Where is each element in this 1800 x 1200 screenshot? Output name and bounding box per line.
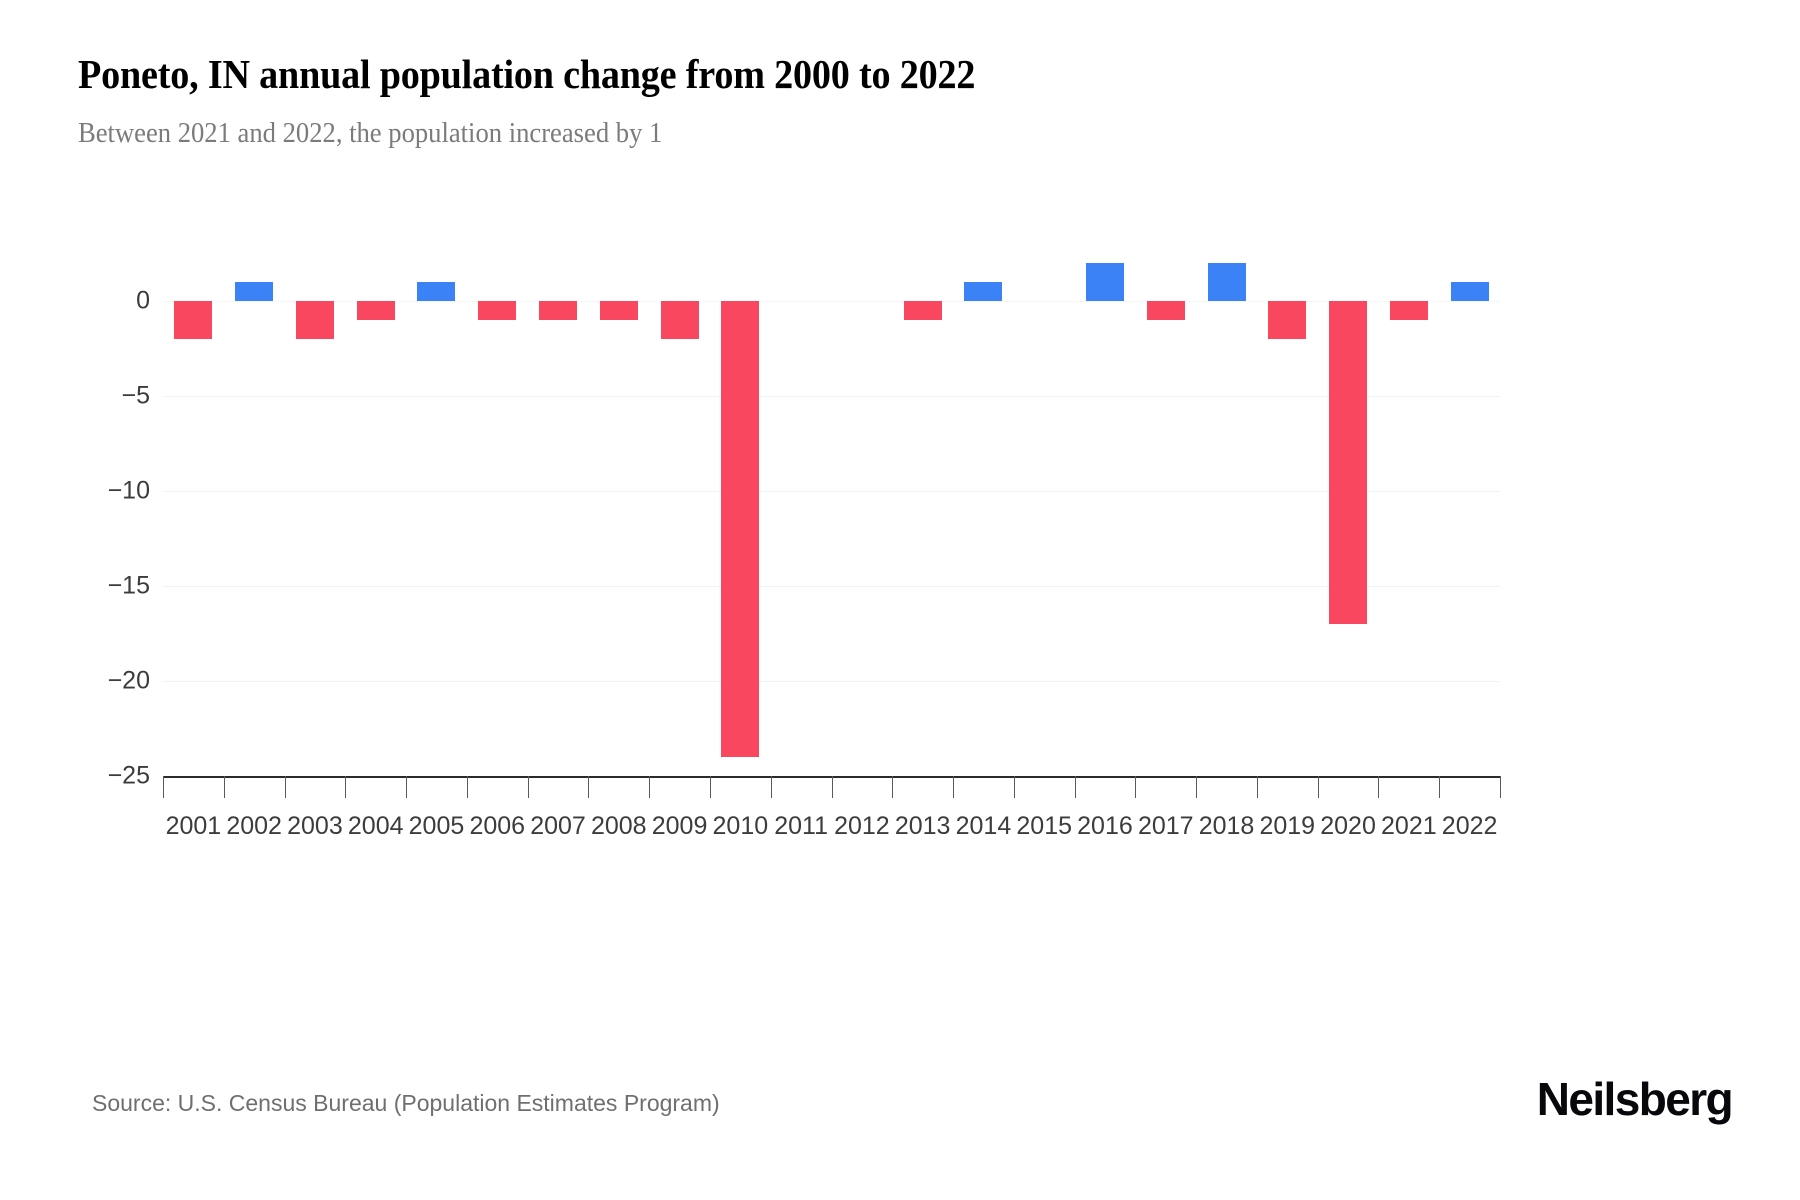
x-axis-tick [892, 776, 894, 798]
y-axis-tick-label: −5 [121, 381, 150, 410]
x-axis-tick [1317, 776, 1319, 798]
bar-2022[interactable] [1450, 282, 1489, 301]
bar-series [163, 0, 1500, 1200]
bar-2019[interactable] [1268, 301, 1307, 339]
x-axis-tick-label: 2013 [894, 812, 951, 840]
x-axis-tick [1196, 776, 1198, 798]
bar-2007[interactable] [539, 301, 578, 320]
x-axis-tick-label: 2017 [1137, 812, 1194, 840]
x-axis-tick [284, 776, 286, 798]
bar-2003[interactable] [295, 301, 334, 339]
source-note: Source: U.S. Census Bureau (Population E… [92, 1090, 720, 1116]
bar-2021[interactable] [1389, 301, 1428, 320]
x-axis-tick-label: 2003 [287, 812, 343, 840]
x-axis-tick [1500, 776, 1501, 798]
bar-2014[interactable] [964, 282, 1003, 301]
y-axis-tick-label: −20 [107, 666, 150, 695]
bar-2013[interactable] [903, 301, 942, 320]
gridline [163, 681, 1500, 682]
x-axis-tick-label: 2005 [408, 812, 465, 840]
x-axis-tick-label: 2009 [651, 812, 708, 840]
y-axis-tick-label: 0 [136, 286, 150, 315]
x-axis-tick [1378, 776, 1380, 798]
bar-2017[interactable] [1146, 301, 1185, 320]
x-axis-tick [406, 776, 408, 798]
x-axis-tick-label: 2012 [834, 812, 890, 840]
y-axis-tick-label: −10 [107, 476, 150, 505]
x-axis-tick [466, 776, 468, 798]
x-axis-tick [1135, 776, 1137, 798]
y-axis-tick-label: −25 [107, 761, 150, 790]
x-axis-ticks [163, 776, 1501, 806]
x-axis-tick-label: 2011 [774, 812, 828, 840]
bar-2006[interactable] [478, 301, 517, 320]
x-axis-tick [1074, 776, 1076, 798]
x-axis-tick-label: 2016 [1077, 812, 1133, 840]
bar-2004[interactable] [356, 301, 395, 320]
x-axis-tick [953, 776, 955, 798]
x-axis-tick [649, 776, 651, 798]
x-axis-tick-label: 2014 [955, 812, 1012, 840]
x-axis-tick [163, 776, 164, 798]
x-axis-tick-label: 2021 [1381, 812, 1437, 840]
x-axis-tick-label: 2004 [347, 812, 404, 840]
x-axis-tick-label: 2007 [530, 812, 586, 840]
x-axis-tick-label: 2018 [1198, 812, 1255, 840]
zero-gridline [163, 301, 1500, 302]
x-axis-labels: 2001 2002 2003 2004 2005 2006 2007 2008 2009 2010… [163, 812, 1500, 862]
brand-logo: Neilsberg [1536, 1073, 1734, 1125]
bar-2010[interactable] [721, 301, 760, 757]
page-subtitle: Between 2021 and 2022, the population in… [78, 118, 663, 149]
bar-2008[interactable] [599, 301, 638, 320]
bar-2018[interactable] [1207, 263, 1246, 301]
gridline [163, 586, 1500, 587]
bar-2016[interactable] [1085, 263, 1124, 301]
x-axis-tick-label: 2015 [1016, 812, 1073, 840]
x-axis-tick [1013, 776, 1015, 798]
x-axis-tick [527, 776, 529, 798]
x-axis-tick-label: 2006 [469, 812, 526, 840]
x-axis-tick-label: 2008 [590, 812, 647, 840]
x-axis-tick-label: 2019 [1259, 812, 1316, 840]
page-title: Poneto, IN annual population change from… [78, 51, 976, 97]
x-axis-tick [1256, 776, 1258, 798]
gridline [163, 396, 1500, 397]
bar-2001[interactable] [174, 301, 213, 339]
x-axis-tick-label: 2002 [226, 812, 282, 840]
x-axis-tick [770, 776, 772, 798]
y-axis-labels: 0 −5 −10 −15 −20 −25 [0, 0, 150, 1200]
x-axis-tick [709, 776, 711, 798]
bar-2020[interactable] [1329, 301, 1368, 624]
x-axis-tick [831, 776, 833, 798]
bar-2002[interactable] [235, 282, 274, 301]
x-axis-tick-label: 2001 [165, 812, 222, 840]
bar-2005[interactable] [417, 282, 456, 301]
bar-2009[interactable] [660, 301, 699, 339]
y-axis-tick-label: −15 [107, 571, 150, 600]
x-axis-tick [1439, 776, 1441, 798]
x-axis-tick [223, 776, 225, 798]
x-axis-tick [345, 776, 347, 798]
gridline [163, 491, 1500, 492]
x-axis-tick [588, 776, 590, 798]
x-axis-tick-label: 2020 [1320, 812, 1376, 840]
x-axis-tick-label: 2010 [712, 812, 769, 840]
x-axis-tick-label: 2022 [1441, 812, 1498, 840]
